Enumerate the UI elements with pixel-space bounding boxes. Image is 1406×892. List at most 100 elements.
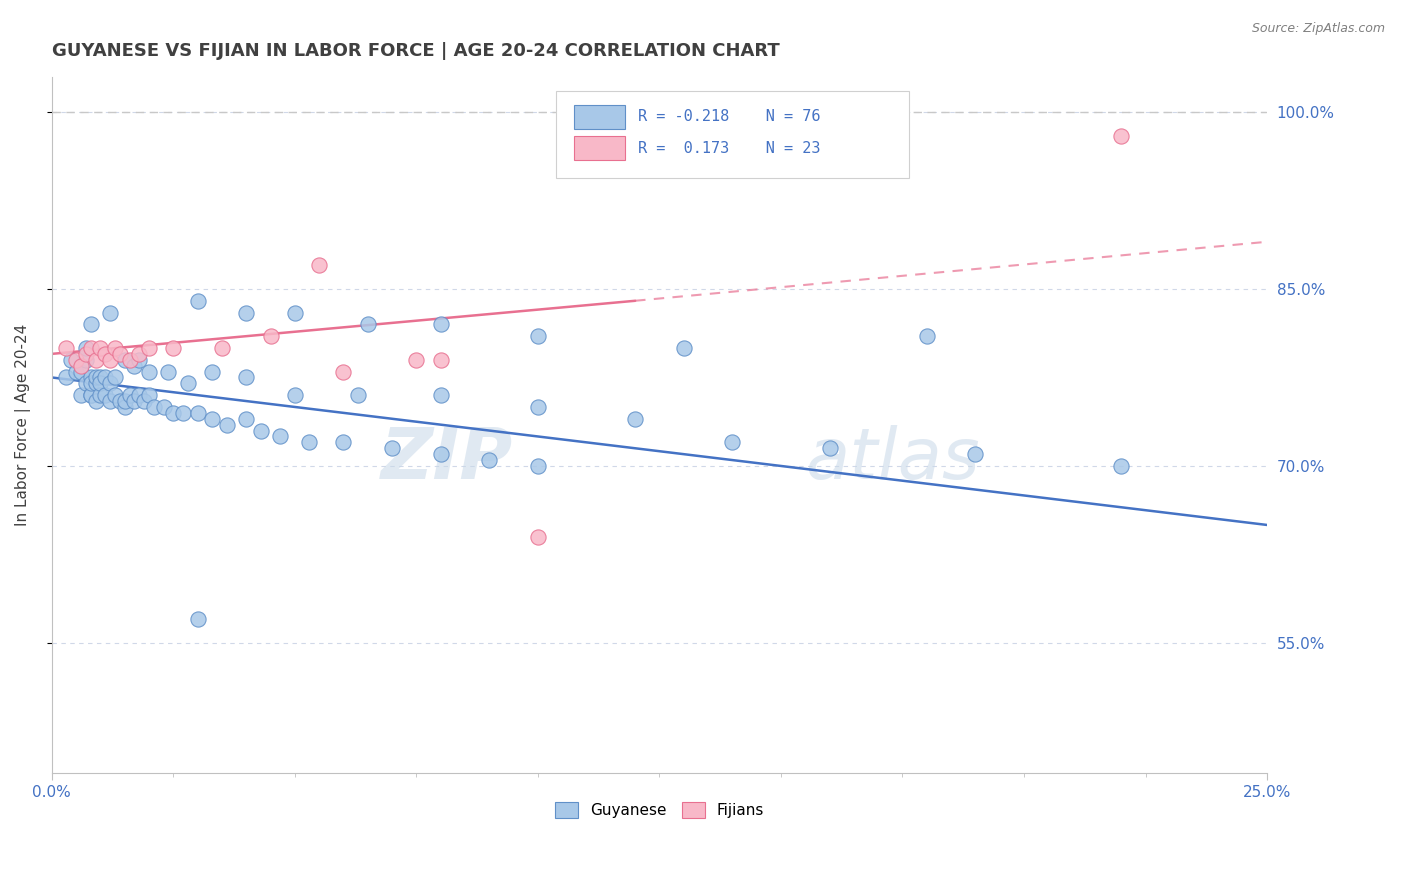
Point	[104, 370, 127, 384]
Point	[114, 394, 136, 409]
Point	[60, 352, 83, 367]
Point	[269, 429, 291, 443]
Point	[429, 352, 451, 367]
Point	[332, 435, 354, 450]
Point	[55, 341, 77, 355]
Point	[70, 365, 93, 379]
Point	[201, 411, 224, 425]
Point	[84, 394, 107, 409]
Point	[284, 305, 307, 319]
Point	[672, 341, 695, 355]
Point	[94, 347, 117, 361]
Text: R =  0.173    N = 23: R = 0.173 N = 23	[637, 141, 820, 156]
Point	[108, 394, 131, 409]
Point	[65, 365, 87, 379]
Point	[965, 447, 987, 461]
Point	[235, 305, 257, 319]
Point	[162, 406, 184, 420]
Legend: Guyanese, Fijians: Guyanese, Fijians	[548, 796, 770, 824]
Point	[201, 365, 224, 379]
Point	[84, 352, 107, 367]
Point	[98, 394, 121, 409]
Point	[381, 442, 404, 456]
Point	[80, 388, 103, 402]
Point	[187, 406, 209, 420]
Point	[89, 388, 111, 402]
Point	[138, 388, 160, 402]
Point	[80, 318, 103, 332]
Text: R = -0.218    N = 76: R = -0.218 N = 76	[637, 110, 820, 125]
Point	[89, 341, 111, 355]
Point	[75, 341, 97, 355]
Point	[75, 347, 97, 361]
Point	[124, 359, 146, 373]
Point	[152, 400, 174, 414]
Point	[1109, 128, 1132, 143]
Point	[138, 341, 160, 355]
Point	[114, 400, 136, 414]
Point	[429, 447, 451, 461]
Point	[142, 400, 165, 414]
Point	[624, 411, 647, 425]
Text: GUYANESE VS FIJIAN IN LABOR FORCE | AGE 20-24 CORRELATION CHART: GUYANESE VS FIJIAN IN LABOR FORCE | AGE …	[52, 42, 779, 60]
Point	[80, 341, 103, 355]
Point	[89, 376, 111, 391]
Point	[98, 305, 121, 319]
Point	[104, 341, 127, 355]
Point	[284, 388, 307, 402]
Point	[215, 417, 238, 432]
Point	[250, 424, 273, 438]
Point	[118, 352, 141, 367]
Point	[80, 376, 103, 391]
Point	[527, 400, 550, 414]
Point	[80, 370, 103, 384]
Point	[157, 365, 180, 379]
Point	[259, 329, 281, 343]
Point	[172, 406, 194, 420]
Point	[429, 318, 451, 332]
Point	[405, 352, 427, 367]
Point	[357, 318, 380, 332]
Point	[478, 453, 501, 467]
Point	[80, 388, 103, 402]
Point	[915, 329, 938, 343]
Point	[98, 376, 121, 391]
Point	[70, 388, 93, 402]
Text: atlas: atlas	[806, 425, 980, 494]
Point	[89, 370, 111, 384]
Point	[128, 352, 150, 367]
Point	[94, 370, 117, 384]
Y-axis label: In Labor Force | Age 20-24: In Labor Force | Age 20-24	[15, 324, 31, 525]
Point	[75, 352, 97, 367]
Point	[308, 259, 330, 273]
Point	[527, 329, 550, 343]
Point	[128, 388, 150, 402]
Point	[70, 359, 93, 373]
Point	[98, 352, 121, 367]
Point	[347, 388, 370, 402]
FancyBboxPatch shape	[575, 136, 626, 161]
Point	[124, 394, 146, 409]
Point	[527, 458, 550, 473]
Text: ZIP: ZIP	[381, 425, 513, 494]
Point	[429, 388, 451, 402]
Point	[162, 341, 184, 355]
Point	[138, 365, 160, 379]
Point	[235, 370, 257, 384]
Point	[118, 388, 141, 402]
Point	[235, 411, 257, 425]
FancyBboxPatch shape	[557, 90, 908, 178]
Point	[187, 293, 209, 308]
Point	[75, 376, 97, 391]
Text: Source: ZipAtlas.com: Source: ZipAtlas.com	[1251, 22, 1385, 36]
Point	[94, 388, 117, 402]
Point	[818, 442, 841, 456]
Point	[84, 370, 107, 384]
Point	[298, 435, 321, 450]
Point	[134, 394, 156, 409]
Point	[211, 341, 233, 355]
Point	[721, 435, 744, 450]
FancyBboxPatch shape	[575, 105, 626, 128]
Point	[55, 370, 77, 384]
Point	[1109, 458, 1132, 473]
